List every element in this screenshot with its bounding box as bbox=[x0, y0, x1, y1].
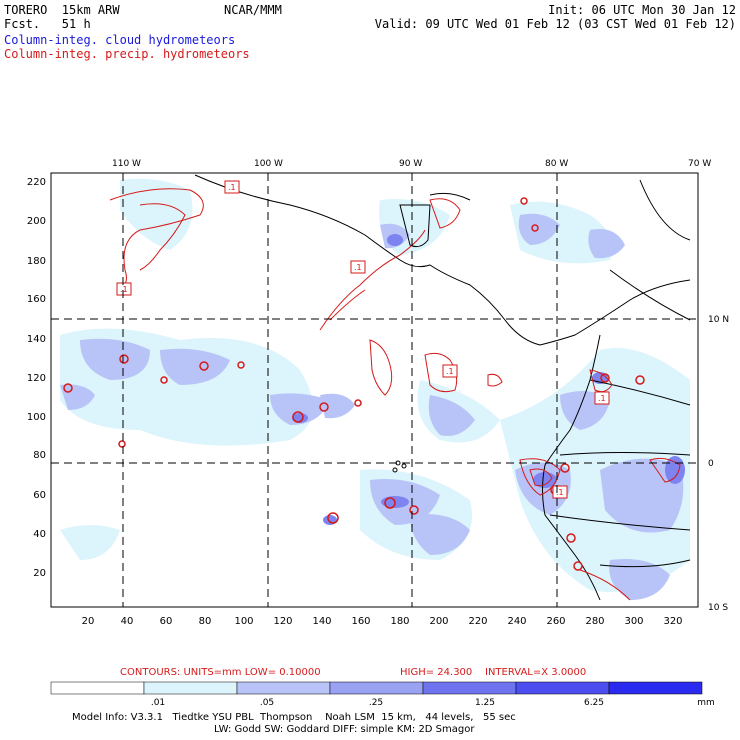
lon-label-70w: 70 W bbox=[688, 159, 711, 169]
x-label: 220 bbox=[468, 616, 487, 627]
colorbar-segment bbox=[143, 681, 238, 695]
field-precip-label: Column-integ. precip. hydrometeors bbox=[4, 47, 250, 61]
y-label: 180 bbox=[27, 256, 46, 267]
y-label: 200 bbox=[27, 216, 46, 227]
contour-label-3: .1 bbox=[354, 263, 362, 272]
field-cloud-label: Column-integ. cloud hydrometeors bbox=[4, 33, 236, 47]
contour-label-2: .1 bbox=[120, 285, 128, 294]
x-label: 180 bbox=[390, 616, 409, 627]
x-label: 40 bbox=[121, 616, 134, 627]
model-info-line2: LW: Godd SW: Goddard DIFF: simple KM: 2D… bbox=[214, 724, 475, 735]
lon-label-80w: 80 W bbox=[545, 159, 568, 169]
colorbar-segment bbox=[515, 681, 610, 695]
y-label: 160 bbox=[27, 294, 46, 305]
model-title: TORERO 15km ARW bbox=[4, 3, 120, 17]
y-label: 220 bbox=[27, 177, 46, 188]
contour-label-5: .1 bbox=[598, 394, 606, 403]
precip-contours bbox=[109, 188, 681, 601]
x-label: 160 bbox=[351, 616, 370, 627]
contour-info-interval: INTERVAL=X 3.0000 bbox=[485, 667, 586, 678]
x-axis-labels: 20 40 60 80 100 120 140 160 180 200 220 … bbox=[82, 616, 683, 627]
contour-label-4: .1 bbox=[446, 367, 454, 376]
x-label: 120 bbox=[273, 616, 292, 627]
model-info-line1: Model Info: V3.3.1 Tiedtke YSU PBL Thomp… bbox=[72, 712, 516, 723]
x-label: 200 bbox=[429, 616, 448, 627]
lat-label-10s: 10 S bbox=[708, 603, 728, 613]
lat-labels: 10 N 0 10 S bbox=[708, 315, 729, 613]
y-axis-labels: 220 200 180 160 140 120 100 80 60 40 20 bbox=[27, 177, 46, 579]
x-label: 300 bbox=[624, 616, 643, 627]
y-label: 100 bbox=[27, 412, 46, 423]
contour-label-6: .1 bbox=[556, 488, 564, 497]
lon-label-100w: 100 W bbox=[254, 159, 283, 169]
contour-info-high: HIGH= 24.300 bbox=[400, 667, 472, 678]
y-label: 60 bbox=[33, 490, 46, 501]
colorbar-segment bbox=[329, 681, 424, 695]
lon-label-90w: 90 W bbox=[399, 159, 422, 169]
colorbar-ticks: .01 .05 .25 1.25 6.25 mm bbox=[151, 698, 715, 708]
colorbar-tick: 1.25 bbox=[475, 698, 495, 708]
map-frame bbox=[50, 172, 699, 608]
x-label: 100 bbox=[234, 616, 253, 627]
colorbar-tick: .25 bbox=[369, 698, 383, 708]
init-time: Init: 06 UTC Mon 30 Jan 12 bbox=[548, 3, 736, 17]
x-label: 60 bbox=[160, 616, 173, 627]
contour-info: CONTOURS: UNITS=mm LOW= 0.10000 HIGH= 24… bbox=[120, 667, 586, 678]
contour-info-units: CONTOURS: UNITS=mm LOW= 0.10000 bbox=[120, 667, 321, 678]
colorbar-segment bbox=[236, 681, 331, 695]
coastlines bbox=[194, 174, 691, 601]
forecast-hour: Fcst. 51 h bbox=[4, 17, 91, 31]
x-label: 260 bbox=[546, 616, 565, 627]
organization: NCAR/MMM bbox=[224, 3, 282, 17]
colorbar-segment bbox=[422, 681, 517, 695]
contour-label-1: .1 bbox=[228, 183, 236, 192]
contour-labels: .1 .1 .1 .1 .1 .1 bbox=[116, 180, 610, 499]
latlon-grid bbox=[51, 173, 698, 607]
precip-cells bbox=[63, 197, 645, 571]
y-label: 120 bbox=[27, 373, 46, 384]
x-label: 320 bbox=[663, 616, 682, 627]
colorbar-tick: 6.25 bbox=[584, 698, 604, 708]
y-label: 80 bbox=[33, 450, 46, 461]
colorbar-segment bbox=[50, 681, 145, 695]
x-label: 20 bbox=[82, 616, 95, 627]
x-label: 80 bbox=[199, 616, 212, 627]
colorbar-tick: .05 bbox=[260, 698, 274, 708]
y-label: 140 bbox=[27, 334, 46, 345]
y-label: 20 bbox=[33, 568, 46, 579]
colorbar bbox=[50, 681, 703, 695]
y-label: 40 bbox=[33, 529, 46, 540]
colorbar-segment bbox=[608, 681, 703, 695]
lon-label-110w: 110 W bbox=[112, 159, 141, 169]
x-label: 140 bbox=[312, 616, 331, 627]
colorbar-unit: mm bbox=[697, 698, 715, 708]
x-label: 240 bbox=[507, 616, 526, 627]
lat-label-0: 0 bbox=[708, 459, 714, 469]
colorbar-tick: .01 bbox=[151, 698, 165, 708]
lat-label-10n: 10 N bbox=[708, 315, 729, 325]
valid-time: Valid: 09 UTC Wed 01 Feb 12 (03 CST Wed … bbox=[374, 17, 736, 31]
x-label: 280 bbox=[585, 616, 604, 627]
